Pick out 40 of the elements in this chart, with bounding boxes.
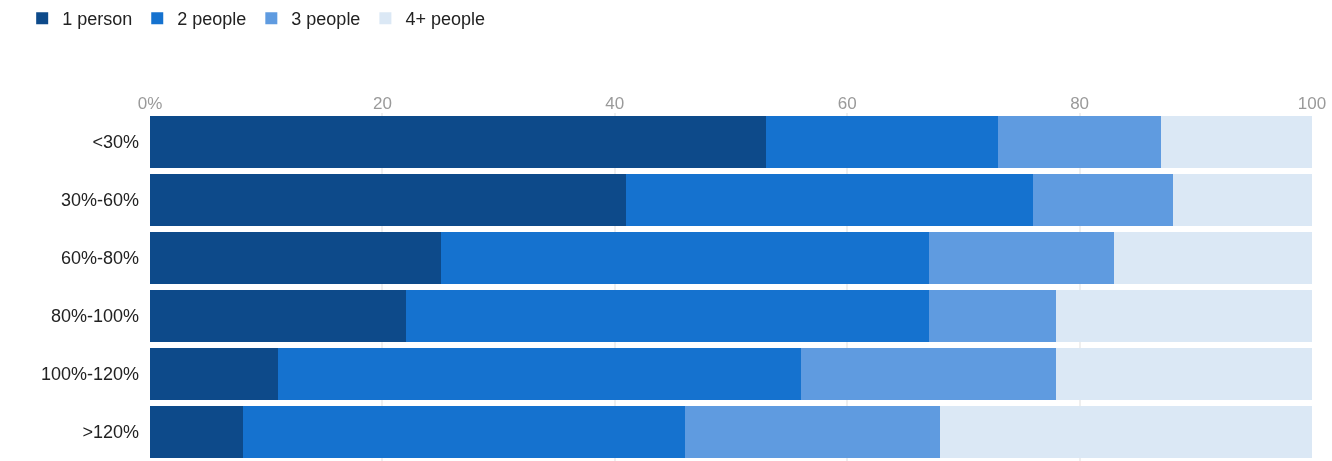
- bar: [150, 406, 243, 458]
- bar: [684, 406, 941, 458]
- y-tick-label: <30%: [92, 132, 139, 153]
- bar: [1160, 116, 1312, 168]
- bar: [800, 348, 1057, 400]
- bar: [405, 290, 929, 342]
- x-tick-label: 20: [372, 93, 392, 113]
- x-tick-label: 80: [1070, 93, 1090, 113]
- bar: [150, 232, 441, 284]
- bar: [242, 406, 685, 458]
- bar: [1033, 174, 1173, 226]
- bar: [150, 174, 627, 226]
- x-tick-label: 40: [605, 93, 625, 113]
- legend-label: 4+ people: [405, 9, 485, 30]
- bar: [440, 232, 929, 284]
- bar: [928, 290, 1057, 342]
- bar: [998, 116, 1161, 168]
- bar: [1114, 232, 1312, 284]
- x-tick-label: 60: [837, 93, 857, 113]
- bar: [277, 348, 801, 400]
- y-tick-label: 80%-100%: [50, 306, 139, 327]
- bar: [1056, 348, 1312, 400]
- bar: [928, 232, 1115, 284]
- bar: [1172, 174, 1312, 226]
- bar: [1056, 290, 1312, 342]
- bar: [626, 174, 1034, 226]
- bar: [940, 406, 1312, 458]
- legend-label: 1 person: [62, 9, 133, 30]
- bar: [150, 116, 766, 168]
- x-tick-label: 0%: [137, 93, 163, 113]
- y-tick-label: 30%-60%: [60, 190, 139, 211]
- y-tick-label: >120%: [82, 422, 139, 443]
- legend-label: 3 people: [291, 9, 361, 30]
- y-tick-label: 60%-80%: [60, 248, 139, 269]
- legend-label: 2 people: [177, 9, 247, 30]
- x-tick-label: 100: [1297, 93, 1327, 113]
- bar: [765, 116, 999, 168]
- bar: [150, 290, 406, 342]
- bar: [150, 348, 278, 400]
- y-tick-label: 100%-120%: [40, 364, 139, 385]
